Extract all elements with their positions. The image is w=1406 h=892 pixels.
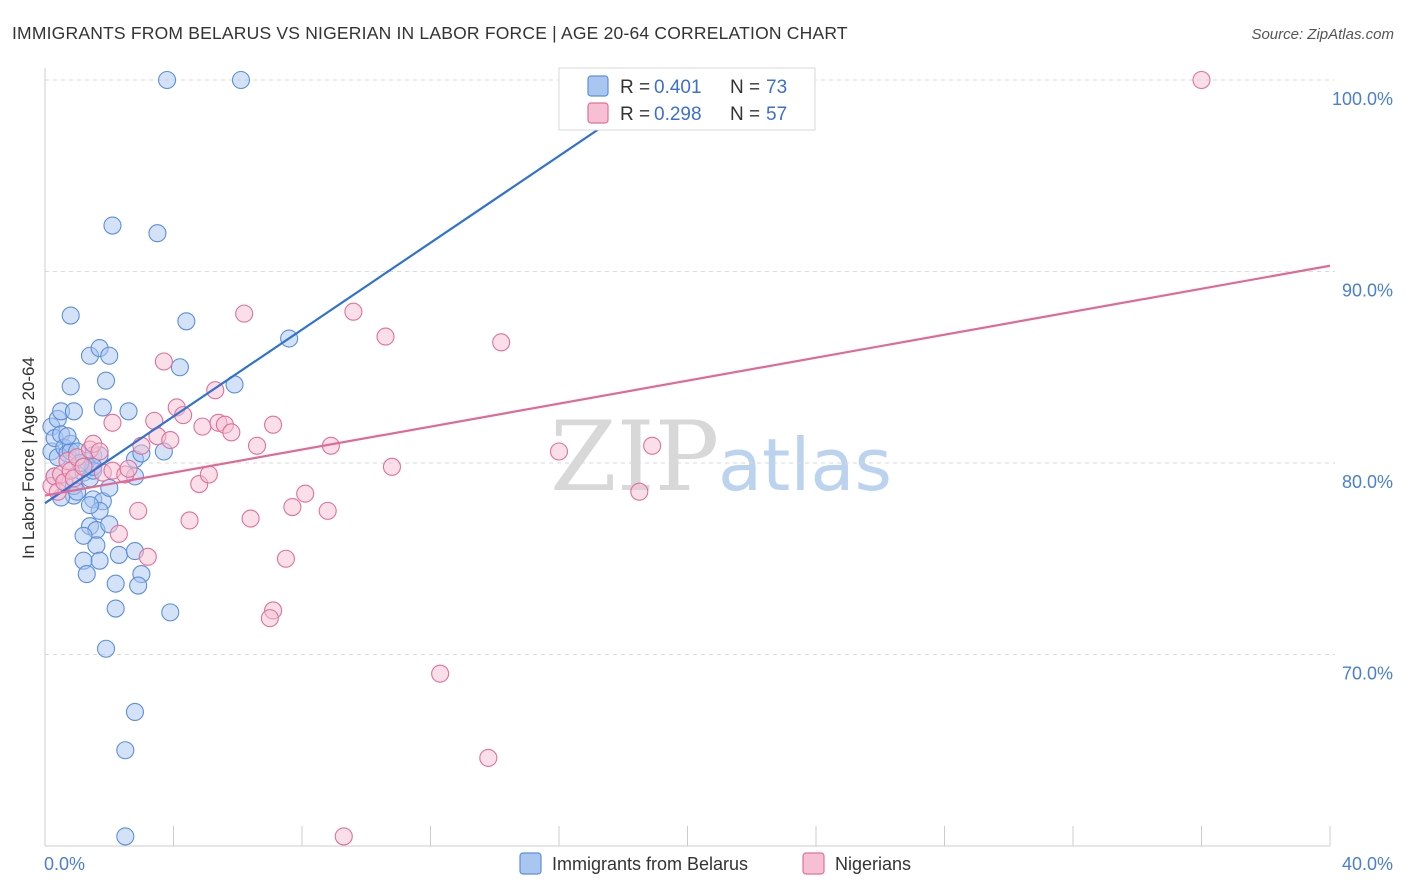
y-tick-label: 70.0% xyxy=(1342,664,1393,684)
data-point xyxy=(161,603,180,622)
data-point xyxy=(193,417,212,436)
data-point xyxy=(177,312,196,331)
data-point xyxy=(119,459,138,478)
legend-n-label-nigerians: N = xyxy=(730,104,760,125)
data-point xyxy=(180,511,199,530)
y-tick-label: 90.0% xyxy=(1342,281,1393,301)
bottom-legend-label-nigerians: Nigerians xyxy=(835,854,911,874)
chart-source: Source: ZipAtlas.com xyxy=(1251,26,1394,43)
x-tick-label-max: 40.0% xyxy=(1342,854,1393,874)
bottom-legend-label-belarus: Immigrants from Belarus xyxy=(552,854,748,874)
data-point xyxy=(283,497,302,517)
grid-lines xyxy=(45,79,1335,655)
data-point xyxy=(103,216,122,235)
watermark-atlas: atlas xyxy=(718,423,892,507)
data-point xyxy=(58,427,77,446)
data-point xyxy=(100,346,119,365)
data-point xyxy=(96,371,116,390)
trend-line-1 xyxy=(44,264,1331,497)
data-point xyxy=(199,465,218,484)
data-point xyxy=(77,565,96,584)
data-point xyxy=(318,501,337,520)
data-point xyxy=(74,457,93,476)
data-point xyxy=(296,484,315,503)
data-point xyxy=(90,551,109,570)
data-point xyxy=(161,430,180,450)
legend-r-label-belarus: R = xyxy=(620,77,650,98)
data-point xyxy=(264,415,283,434)
data-point xyxy=(64,402,83,421)
data-point xyxy=(376,327,395,346)
legend-n-value-nigerians: 57 xyxy=(766,104,787,125)
legend-swatch-nigerians xyxy=(587,102,609,124)
legend-r-value-nigerians: 0.298 xyxy=(654,104,702,125)
watermark: ZIP atlas xyxy=(550,401,892,513)
x-tick-labels: 0.0% 40.0% xyxy=(44,854,1393,874)
trend-line-0 xyxy=(44,79,673,505)
data-point xyxy=(235,304,254,323)
y-tick-labels: 70.0% 80.0% 90.0% 100.0% xyxy=(1332,89,1393,684)
data-point xyxy=(241,509,260,528)
data-point xyxy=(109,545,128,564)
data-point xyxy=(90,442,109,461)
data-point xyxy=(276,549,295,568)
data-point xyxy=(170,358,189,377)
data-point xyxy=(132,436,151,455)
data-point xyxy=(630,482,649,501)
data-point xyxy=(138,547,157,566)
data-point xyxy=(116,827,135,846)
data-point xyxy=(61,306,80,325)
data-point xyxy=(103,413,122,432)
data-point xyxy=(116,741,135,760)
data-point xyxy=(125,702,144,722)
y-tick-label: 100.0% xyxy=(1332,89,1393,109)
data-point xyxy=(492,333,511,352)
data-point xyxy=(74,526,93,545)
data-point xyxy=(431,664,450,683)
y-tick-label: 80.0% xyxy=(1342,472,1393,492)
data-point xyxy=(119,402,138,421)
data-point xyxy=(549,442,569,461)
data-point xyxy=(1192,70,1211,90)
data-point xyxy=(154,352,173,371)
trend-lines xyxy=(44,79,1331,505)
y-axis-label: In Labor Force | Age 20-64 xyxy=(19,357,38,559)
legend-n-label-belarus: N = xyxy=(730,77,760,98)
data-point xyxy=(129,501,148,520)
data-point xyxy=(145,411,164,430)
bottom-legend-swatch-nigerians xyxy=(802,852,825,875)
data-point xyxy=(96,639,116,658)
x-tick-label-min: 0.0% xyxy=(44,854,85,874)
data-point xyxy=(158,70,177,90)
data-point xyxy=(382,457,402,476)
legend-n-value-belarus: 73 xyxy=(766,77,787,98)
data-point xyxy=(106,574,125,593)
data-point xyxy=(479,748,498,767)
data-point xyxy=(61,377,80,396)
data-point xyxy=(334,827,353,846)
legend-r-label-nigerians: R = xyxy=(620,104,650,125)
legend-top: R = 0.401 N = 73 R = 0.298 N = 57 xyxy=(558,67,816,131)
data-point xyxy=(260,609,279,628)
legend-bottom: Immigrants from Belarus Nigerians xyxy=(519,852,911,875)
bottom-legend-swatch-belarus xyxy=(519,852,542,875)
data-point xyxy=(643,436,662,455)
data-point xyxy=(231,70,251,90)
data-point xyxy=(222,423,241,442)
data-point xyxy=(247,436,267,455)
data-point xyxy=(80,496,100,515)
data-point xyxy=(344,302,363,321)
chart-title: IMMIGRANTS FROM BELARUS VS NIGERIAN IN L… xyxy=(12,23,848,43)
data-point xyxy=(148,224,167,243)
data-point xyxy=(109,524,128,543)
data-point xyxy=(93,398,112,417)
legend-r-value-belarus: 0.401 xyxy=(654,77,702,98)
legend-swatch-belarus xyxy=(587,75,609,97)
data-point xyxy=(129,576,148,595)
data-point xyxy=(106,599,125,618)
